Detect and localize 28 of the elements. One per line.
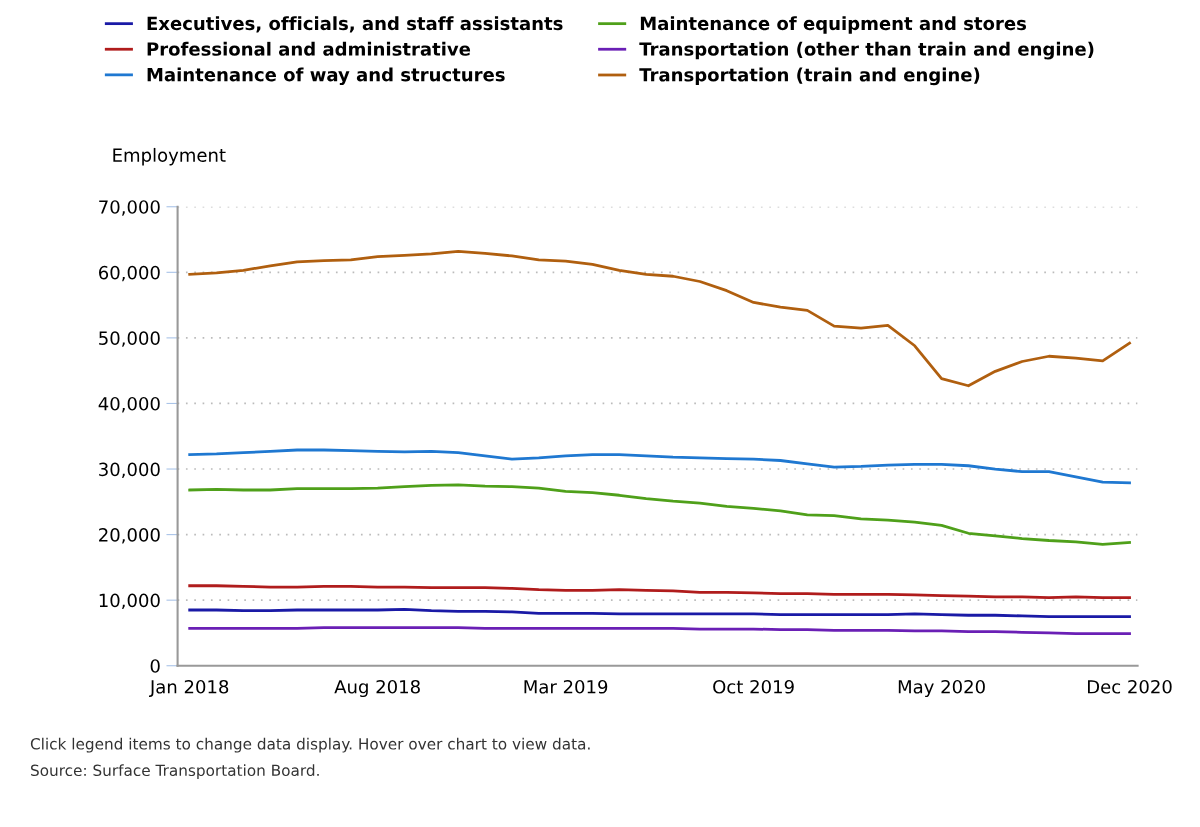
y-tick-label: 0 [150, 659, 160, 673]
legend-label: Transportation (other than train and engine) [639, 41, 1094, 60]
text: Click legend items to change data display. Hover over chart to view data. [30, 737, 590, 753]
x-tick-label: Dec 2020 [1088, 679, 1172, 694]
legend-label: Maintenance of way and structures [147, 67, 505, 86]
y-axis-title: Employment [113, 147, 226, 166]
legend-label: Maintenance of equipment and stores [640, 16, 1027, 34]
y-tick-label: 50,000 [99, 331, 160, 347]
y-tick-label: 20,000 [99, 528, 160, 544]
line-series [188, 483, 1131, 546]
y-tick-label: 30,000 [99, 462, 160, 478]
x-tick-label: Jan 2018 [148, 679, 229, 697]
y-tick-label: 40,000 [98, 396, 160, 413]
line-series [188, 249, 1131, 388]
source-note: Source: Surface Transportation Board. [31, 764, 319, 780]
legend-label: Transportation (train and engine) [639, 67, 980, 86]
legend-label: Executives, officials, and staff assistants [147, 16, 563, 33]
x-tick-label: Oct 2019 [713, 679, 794, 694]
y-tick-label: 70,000 [99, 200, 160, 216]
line-series [188, 448, 1131, 485]
x-tick-label: May 2020 [898, 679, 985, 698]
x-tick-label: Mar 2019 [524, 679, 608, 694]
legend-label: Professional and administrative [147, 41, 471, 56]
line-series [188, 584, 1131, 599]
y-tick-label: 60,000 [99, 265, 160, 282]
y-tick-label: 10,000 [99, 593, 160, 610]
x-tick-label: Aug 2018 [334, 679, 420, 698]
line-series [188, 607, 1131, 618]
